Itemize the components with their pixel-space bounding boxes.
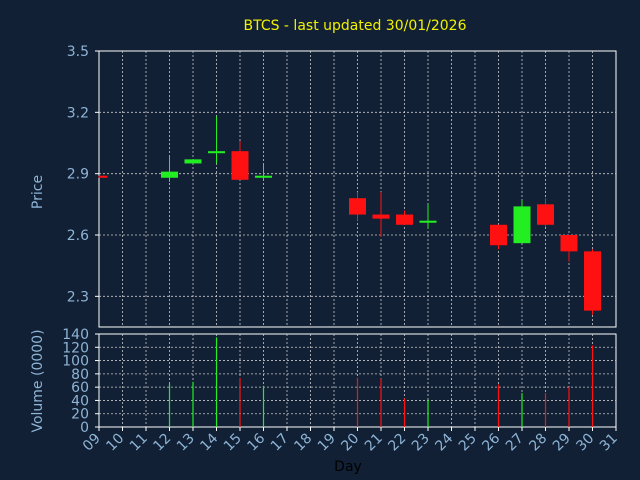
x-tick-label: 24 xyxy=(432,430,456,454)
price-y-tick-label: 2.3 xyxy=(67,289,89,305)
candle-body xyxy=(419,220,437,223)
x-tick-label: 18 xyxy=(291,431,315,455)
x-tick-label: 29 xyxy=(550,431,574,455)
x-tick-label: 11 xyxy=(127,431,151,455)
candle xyxy=(560,235,578,262)
candle-body xyxy=(255,175,272,178)
candle-body xyxy=(396,214,413,225)
day-axis-label: Day xyxy=(334,459,362,475)
volume-y-tick-label: 100 xyxy=(62,354,89,370)
candle xyxy=(490,224,507,250)
volume-y-tick-label: 20 xyxy=(71,407,89,423)
price-y-tick-label: 2.9 xyxy=(67,167,89,183)
x-tick-label: 15 xyxy=(221,431,245,455)
candle xyxy=(513,200,531,244)
candle xyxy=(396,210,413,225)
chart-title: BTCS - last updated 30/01/2026 xyxy=(243,18,466,34)
candle-body xyxy=(231,151,249,180)
x-tick-label: 13 xyxy=(174,431,198,455)
candle xyxy=(161,155,178,182)
x-tick-label: 25 xyxy=(456,431,480,455)
volume-y-tick-label: 60 xyxy=(71,380,89,396)
candle xyxy=(208,116,225,164)
candle-body xyxy=(513,206,531,244)
candles xyxy=(98,116,601,315)
candle xyxy=(255,163,272,180)
candle-body xyxy=(490,224,507,246)
x-tick-label: 27 xyxy=(503,431,527,455)
x-tick-label: 10 xyxy=(103,431,127,455)
candle xyxy=(98,175,108,178)
x-tick-label: 31 xyxy=(597,431,621,455)
candle xyxy=(419,204,437,229)
volume-y-tick-label: 140 xyxy=(62,327,89,343)
candle xyxy=(349,192,366,221)
candle-body xyxy=(584,251,601,311)
volume-y-tick-label: 80 xyxy=(71,367,89,383)
x-tick-label: 21 xyxy=(362,431,386,455)
candle-body xyxy=(372,214,390,219)
volume-axis-label: Volume (0000) xyxy=(30,329,46,432)
price-y-tick-label: 2.6 xyxy=(67,228,89,244)
candle-body xyxy=(184,159,202,164)
candle-body xyxy=(537,204,554,225)
volume-bars xyxy=(168,337,594,427)
x-tick-label: 16 xyxy=(244,430,268,454)
volume-y-tick-label: 40 xyxy=(71,393,89,409)
candle xyxy=(231,140,249,180)
candle-body xyxy=(208,151,225,154)
price-axis-label: Price xyxy=(30,175,46,209)
volume-y-tick-label: 0 xyxy=(80,420,89,436)
price-panel: 3.5 3.2 2.9 2.6 2.3 Price xyxy=(30,44,617,328)
x-tick-label: 26 xyxy=(479,430,503,454)
price-grid xyxy=(99,51,616,327)
price-y-ticks: 3.5 3.2 2.9 2.6 2.3 xyxy=(67,44,99,305)
candle-body xyxy=(161,171,178,178)
x-tick-label: 12 xyxy=(150,431,174,455)
candle xyxy=(584,249,601,315)
price-y-tick-label: 3.5 xyxy=(67,44,89,60)
x-tick-label: 22 xyxy=(385,431,409,455)
x-tick-label: 17 xyxy=(268,431,292,455)
volume-y-tick-label: 120 xyxy=(62,340,89,356)
x-tick-label: 23 xyxy=(409,431,433,455)
x-tick-label: 28 xyxy=(526,431,550,455)
candle xyxy=(537,198,554,227)
x-tick-label: 30 xyxy=(573,431,597,455)
candle-body xyxy=(99,175,108,178)
candle-body xyxy=(349,198,366,215)
candle-body xyxy=(560,235,578,252)
x-tick-label: 14 xyxy=(197,430,221,454)
candle xyxy=(184,159,202,164)
price-y-tick-label: 3.2 xyxy=(67,105,89,121)
day-x-ticks: 09 10 11 12 13 14 15 16 17 18 19 20 21 22 23 24 25 26 27 28… xyxy=(80,427,621,454)
x-tick-label: 19 xyxy=(315,431,339,455)
x-tick-label: 20 xyxy=(338,431,362,455)
candle xyxy=(372,192,390,238)
